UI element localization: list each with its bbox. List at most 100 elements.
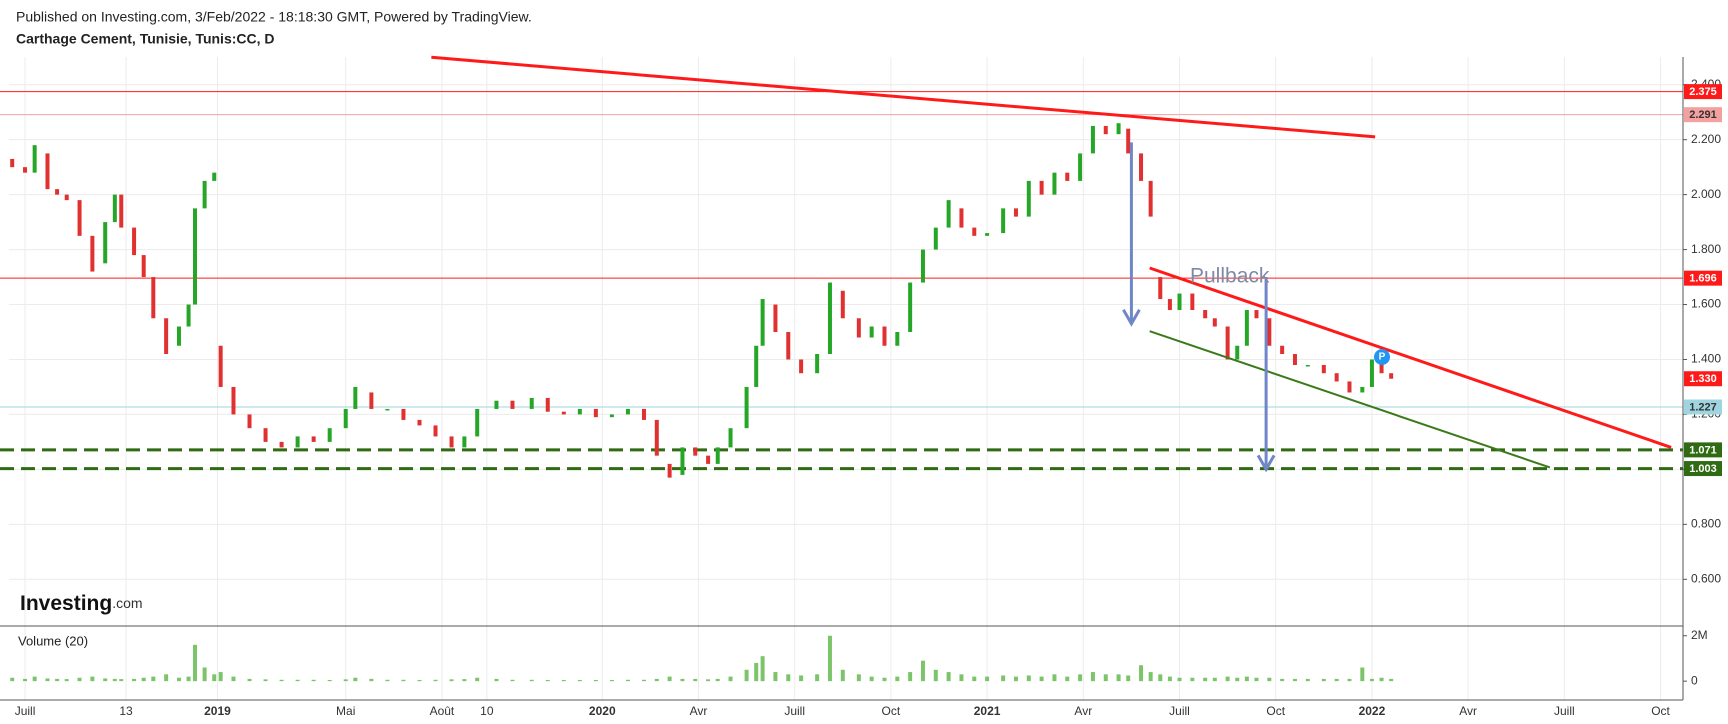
volume-bar: [1013, 676, 1018, 682]
published-note: Published on Investing.com, 3/Feb/2022 -…: [16, 9, 532, 25]
candle: [667, 463, 672, 478]
marker-badge: [1374, 349, 1390, 365]
volume-bar: [279, 679, 284, 682]
x-tick-label: Avr: [690, 704, 708, 718]
candle: [247, 414, 252, 429]
y-tick-label: 1.600: [1691, 297, 1721, 311]
x-tick-label: Avr: [1459, 704, 1477, 718]
level-tag-label: 1.071: [1689, 444, 1717, 456]
volume-bar: [212, 674, 217, 682]
candle: [815, 353, 820, 374]
y-tick-label: 0: [1691, 673, 1698, 687]
candle: [218, 345, 223, 387]
volume-bar: [369, 678, 374, 682]
volume-bar: [1001, 675, 1006, 682]
candle: [45, 153, 50, 190]
volume-bar: [908, 672, 913, 682]
x-tick-label: Mai: [336, 704, 355, 718]
candle: [946, 200, 951, 228]
candle: [706, 455, 711, 464]
volume-bar: [417, 680, 422, 682]
volume-bar: [641, 679, 646, 682]
volume-bar: [1379, 677, 1384, 682]
candle: [593, 408, 598, 418]
volume-bar: [706, 679, 711, 682]
level-tag: [1684, 461, 1722, 477]
candle: [90, 235, 95, 272]
candle: [1090, 125, 1095, 154]
candle: [263, 428, 268, 442]
volume-bar: [1126, 675, 1131, 682]
volume-bar: [510, 679, 515, 682]
candle: [141, 255, 146, 278]
volume-bar: [433, 679, 438, 682]
candle: [193, 208, 197, 305]
pullback-label: Pullback: [1190, 265, 1270, 288]
candle: [728, 428, 733, 448]
candle: [462, 436, 467, 448]
candle: [908, 282, 913, 333]
candle: [1065, 172, 1070, 181]
candle: [1254, 310, 1259, 319]
candle: [840, 290, 845, 319]
arrow-head: [1256, 454, 1276, 473]
candle: [311, 436, 316, 442]
volume-bar: [1190, 677, 1195, 682]
volume-bar: [327, 680, 332, 682]
price-pane: Juill 13 2019 Mai Août 10 2020 Avr Juill Oct 2021 A…: [0, 55, 1721, 718]
volume-bar: [760, 656, 765, 682]
volume-bar: [64, 679, 69, 682]
candle: [773, 304, 778, 333]
candle: [561, 411, 566, 415]
candle: [132, 227, 137, 256]
candle: [475, 408, 480, 437]
volume-bar: [32, 676, 37, 682]
candle: [1167, 299, 1172, 311]
candle: [786, 332, 791, 360]
candle: [680, 447, 685, 475]
volume-bar: [840, 669, 845, 682]
volume-bar: [895, 676, 900, 682]
candle: [625, 408, 630, 415]
volume-bar: [744, 669, 749, 682]
x-tick-label: 2021: [974, 704, 1001, 718]
candle: [449, 436, 454, 448]
level-tag: [1684, 371, 1722, 387]
candle: [715, 447, 720, 464]
volume-bar: [920, 660, 925, 682]
candle: [760, 299, 765, 346]
candle: [1212, 318, 1217, 327]
candle: [1203, 310, 1208, 319]
volume-bar: [529, 679, 534, 682]
volume-bar: [1267, 677, 1272, 682]
candle: [1305, 364, 1310, 367]
candle: [972, 227, 977, 236]
candle: [545, 397, 550, 412]
volume-bar: [1369, 678, 1374, 682]
level-tag: [1684, 84, 1722, 100]
volume-bar: [1026, 675, 1031, 682]
candle: [1292, 353, 1297, 365]
volume-bar: [1235, 677, 1240, 682]
candle: [882, 326, 887, 346]
volume-bar: [1334, 678, 1339, 682]
volume-bar: [815, 674, 820, 682]
volume-bar: [882, 677, 887, 682]
candle: [64, 194, 69, 201]
candle: [1235, 345, 1240, 360]
candle: [1078, 153, 1083, 181]
logo-brand: Investing: [20, 592, 112, 615]
candle: [401, 408, 406, 420]
level-tag-label: 2.375: [1689, 86, 1717, 98]
candle: [279, 441, 284, 448]
x-tick-label: 2020: [589, 704, 616, 718]
volume-bar: [654, 678, 659, 682]
volume-bar: [1305, 678, 1310, 682]
candle: [353, 386, 358, 409]
trendline: [1149, 330, 1551, 469]
candle: [799, 359, 804, 374]
candle: [1001, 208, 1006, 234]
volume-bar: [1039, 676, 1044, 682]
x-tick-label: Août: [430, 704, 455, 718]
